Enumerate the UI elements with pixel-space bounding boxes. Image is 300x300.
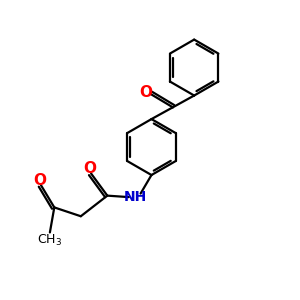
Text: O: O <box>139 85 152 100</box>
Text: CH$_3$: CH$_3$ <box>37 233 62 248</box>
Text: NH: NH <box>124 190 147 204</box>
Text: O: O <box>83 161 96 176</box>
Text: O: O <box>33 172 46 188</box>
